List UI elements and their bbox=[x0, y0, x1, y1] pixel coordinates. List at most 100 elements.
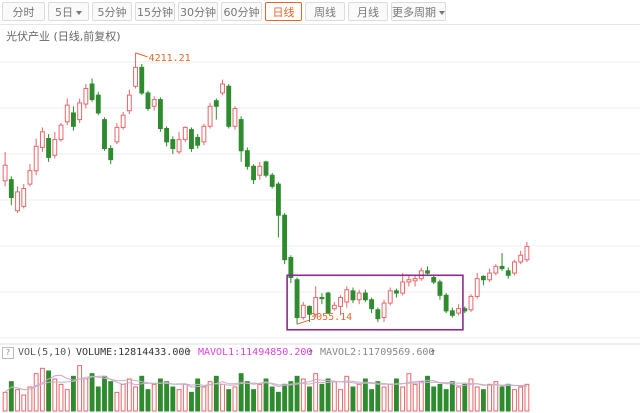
volume-bar bbox=[505, 383, 511, 412]
candle-body bbox=[46, 138, 52, 158]
candle-body bbox=[201, 125, 207, 143]
tab-4[interactable]: 30分钟 bbox=[178, 2, 218, 21]
volume-bar bbox=[375, 381, 381, 412]
tab-8[interactable]: 月线 bbox=[348, 2, 388, 21]
volume-bar bbox=[8, 381, 14, 412]
volume-bar bbox=[381, 386, 387, 412]
volume-bar bbox=[157, 378, 163, 412]
volume-bar bbox=[338, 389, 343, 412]
candle-body bbox=[238, 119, 244, 152]
volume-bar bbox=[400, 386, 406, 412]
volume-bar bbox=[220, 383, 225, 412]
volume-bar bbox=[15, 389, 20, 412]
candle-body bbox=[331, 304, 337, 310]
high-pointer bbox=[135, 52, 148, 58]
tab-label: 15分钟 bbox=[137, 6, 173, 19]
volume-bar bbox=[275, 391, 281, 412]
chart-subtitle: 光伏产业 (日线,前复权) bbox=[6, 30, 121, 43]
tab-6[interactable]: 日线 bbox=[265, 2, 302, 21]
volume-indicator-bar: ? VOL(5,10) VOLUME:12814433.000 ↑ MAVOL1… bbox=[0, 345, 640, 361]
candle-body bbox=[344, 289, 350, 303]
tab-2[interactable]: 5分钟 bbox=[92, 2, 132, 21]
candle-body bbox=[182, 126, 188, 141]
candle-body bbox=[71, 112, 76, 127]
candle-body bbox=[251, 165, 257, 181]
vol-label: VOL(5,10) bbox=[18, 347, 73, 358]
tab-1[interactable]: 5日 bbox=[48, 2, 89, 21]
candle-body bbox=[288, 256, 294, 279]
candle-body bbox=[120, 114, 126, 128]
tab-3[interactable]: 15分钟 bbox=[135, 2, 175, 21]
mavol2-arrow-icon: ↑ bbox=[430, 347, 437, 358]
candle-body bbox=[449, 310, 455, 316]
volume-bar bbox=[58, 383, 64, 412]
tab-0[interactable]: 分时 bbox=[2, 2, 45, 21]
candle-body bbox=[139, 66, 145, 94]
volume-bar bbox=[21, 394, 27, 412]
volume-bar bbox=[33, 373, 39, 412]
volume-bar bbox=[319, 383, 325, 412]
candle-body bbox=[33, 145, 39, 172]
candle-body bbox=[145, 92, 151, 109]
candle-body bbox=[164, 128, 170, 143]
candle-body bbox=[313, 297, 319, 315]
volume-bar bbox=[512, 389, 517, 412]
candle-body bbox=[83, 87, 89, 105]
candle-body bbox=[282, 214, 288, 261]
candle-body bbox=[151, 99, 157, 107]
tab-7[interactable]: 周线 bbox=[305, 2, 345, 21]
volume-bar bbox=[257, 383, 263, 412]
tab-9[interactable]: 更多周期 bbox=[391, 2, 446, 21]
volume-bar bbox=[244, 381, 250, 412]
volume-bar bbox=[350, 386, 356, 412]
tab-label: 日线 bbox=[272, 6, 295, 19]
candle-body bbox=[89, 83, 95, 101]
tab-label: 周线 bbox=[314, 6, 336, 19]
volume-bar bbox=[226, 389, 232, 412]
volume-bar bbox=[406, 373, 412, 412]
volume-arrow-icon: ↑ bbox=[186, 347, 193, 358]
tab-label: 5分钟 bbox=[97, 6, 127, 19]
candle-body bbox=[213, 100, 219, 107]
candle-body bbox=[207, 105, 213, 127]
candle-body bbox=[39, 131, 45, 148]
volume-bar bbox=[83, 378, 89, 412]
volume-bar bbox=[27, 386, 33, 412]
candle-body bbox=[220, 83, 225, 94]
volume-bar bbox=[139, 375, 145, 412]
candle-body bbox=[15, 191, 20, 212]
candle-body bbox=[226, 85, 232, 127]
volume-bar bbox=[126, 378, 132, 412]
volume-bar bbox=[77, 365, 83, 412]
volume-bar bbox=[164, 381, 170, 412]
volume-bar bbox=[189, 391, 194, 412]
volume-bar bbox=[431, 386, 437, 412]
candle-body bbox=[400, 281, 406, 294]
candle-body bbox=[406, 279, 412, 283]
candle-body bbox=[356, 292, 362, 301]
candle-body bbox=[443, 294, 449, 312]
volume-bar bbox=[418, 381, 424, 412]
volume-bar bbox=[425, 375, 430, 412]
volume-bar bbox=[170, 386, 176, 412]
candle-body bbox=[319, 297, 325, 300]
volume-bar bbox=[263, 378, 269, 412]
volume-bar bbox=[201, 386, 207, 412]
volume-bar bbox=[480, 389, 486, 412]
candle-body bbox=[64, 104, 70, 123]
candle-body bbox=[176, 139, 182, 153]
volume-bar bbox=[462, 383, 468, 412]
volume-bar bbox=[294, 375, 300, 412]
volume-bar bbox=[133, 386, 138, 412]
help-icon[interactable]: ? bbox=[2, 347, 14, 359]
tab-5[interactable]: 60分钟 bbox=[221, 2, 262, 21]
candle-body bbox=[512, 261, 517, 274]
mavol1-arrow-icon: ↑ bbox=[308, 347, 315, 358]
low-annotation: 3055.14 bbox=[310, 312, 352, 323]
candle-body bbox=[27, 170, 33, 185]
candle-body bbox=[114, 126, 120, 143]
volume-bar bbox=[39, 367, 45, 412]
volume-bar bbox=[524, 383, 530, 412]
volume-bar bbox=[362, 378, 368, 412]
